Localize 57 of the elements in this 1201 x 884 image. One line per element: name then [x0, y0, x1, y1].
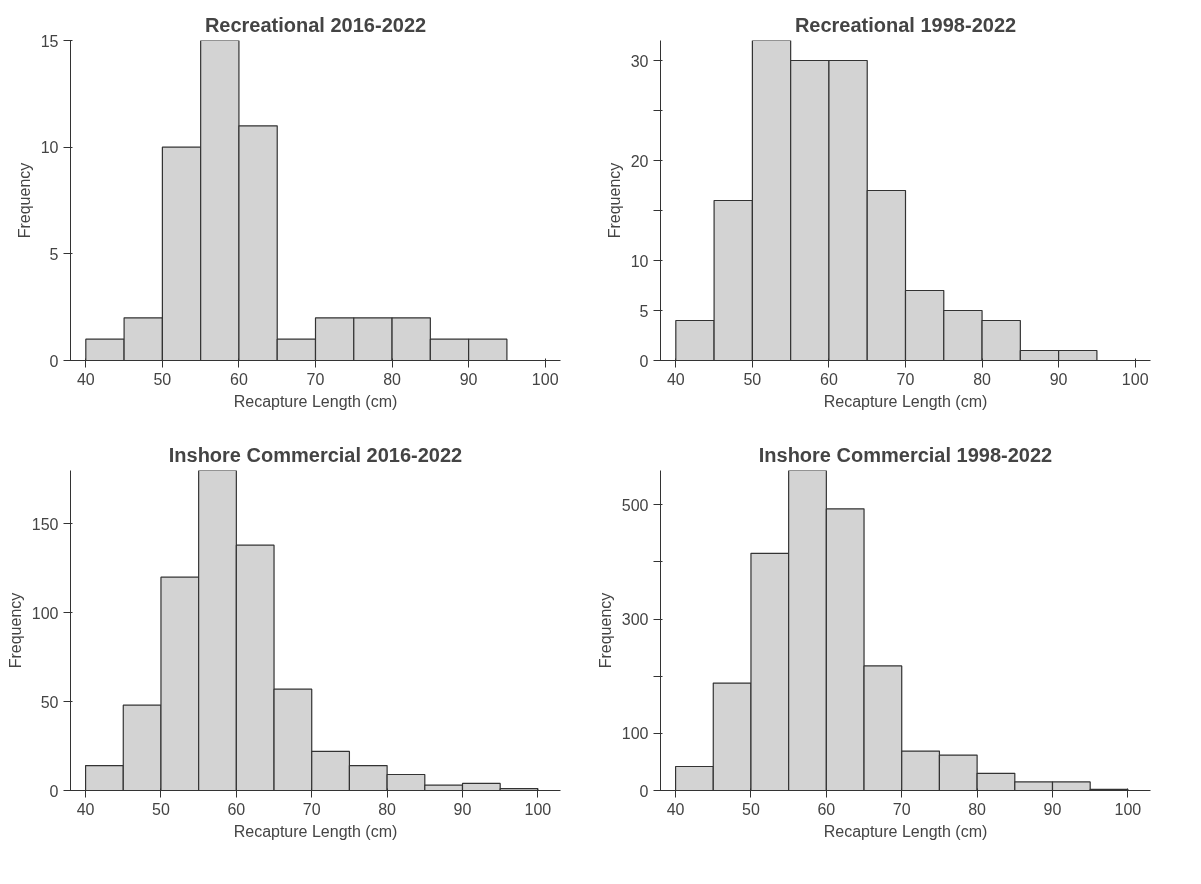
y-tick-label: 100 [31, 604, 59, 622]
y-tick-label: 5 [49, 245, 59, 263]
chart-title: Inshore Commercial 1998-2022 [758, 443, 1053, 466]
x-tick-label: 100 [1121, 370, 1149, 388]
x-tick-label: 80 [973, 370, 992, 388]
x-tick-label: 60 [227, 800, 246, 818]
y-tick-label: 0 [639, 782, 649, 800]
x-tick-label: 50 [742, 800, 760, 818]
x-tick-label: 70 [302, 800, 321, 818]
chart-title: Inshore Commercial 2016-2022 [168, 443, 463, 466]
x-tick-label: 40 [666, 800, 685, 818]
x-tick-label: 40 [76, 800, 95, 818]
y-axis-title: Frequency [605, 162, 623, 239]
y-axis-title: Frequency [596, 592, 614, 669]
x-tick-label: 70 [306, 370, 325, 388]
y-tick-label: 50 [40, 693, 59, 711]
y-tick-label: 0 [49, 782, 59, 800]
x-tick-label: 40 [666, 370, 685, 388]
x-tick-label: 80 [968, 800, 987, 818]
y-tick-label: 10 [630, 252, 649, 270]
chart-title: Recreational 2016-2022 [204, 13, 427, 36]
x-tick-label: 100 [531, 370, 559, 388]
y-axis-title: Frequency [15, 162, 33, 239]
x-tick-label: 90 [1049, 370, 1068, 388]
y-tick-label: 30 [630, 52, 649, 70]
y-tick-label: 15 [40, 32, 59, 50]
x-tick-label: 60 [817, 800, 836, 818]
y-tick-label: 5 [639, 302, 649, 320]
x-tick-label: 80 [378, 800, 397, 818]
x-tick-label: 90 [453, 800, 472, 818]
x-tick-label: 90 [459, 370, 478, 388]
y-tick-label: 100 [621, 725, 649, 743]
x-tick-label: 60 [820, 370, 838, 388]
x-axis-title: Recapture Length (cm) [233, 822, 398, 840]
x-tick-label: 50 [153, 370, 172, 388]
x-tick-label: 70 [896, 370, 915, 388]
y-axis-title: Frequency [6, 592, 24, 669]
x-tick-label: 100 [524, 800, 552, 818]
x-tick-label: 50 [743, 370, 762, 388]
y-tick-label: 20 [630, 152, 649, 170]
x-tick-label: 80 [383, 370, 402, 388]
x-tick-label: 90 [1043, 800, 1062, 818]
x-tick-label: 70 [892, 800, 911, 818]
y-tick-label: 150 [31, 515, 59, 533]
x-tick-label: 40 [76, 370, 95, 388]
x-axis-title: Recapture Length (cm) [823, 822, 988, 840]
x-axis-title: Recapture Length (cm) [233, 392, 398, 410]
x-tick-label: 100 [1114, 800, 1142, 818]
x-tick-label: 60 [230, 370, 248, 388]
y-tick-label: 300 [621, 611, 649, 629]
x-tick-label: 50 [152, 800, 170, 818]
chart-title: Recreational 1998-2022 [794, 13, 1017, 36]
y-tick-label: 0 [49, 352, 59, 370]
y-tick-label: 10 [40, 139, 59, 157]
y-tick-label: 0 [639, 352, 649, 370]
x-axis-title: Recapture Length (cm) [823, 392, 988, 410]
y-tick-label: 500 [621, 496, 649, 514]
